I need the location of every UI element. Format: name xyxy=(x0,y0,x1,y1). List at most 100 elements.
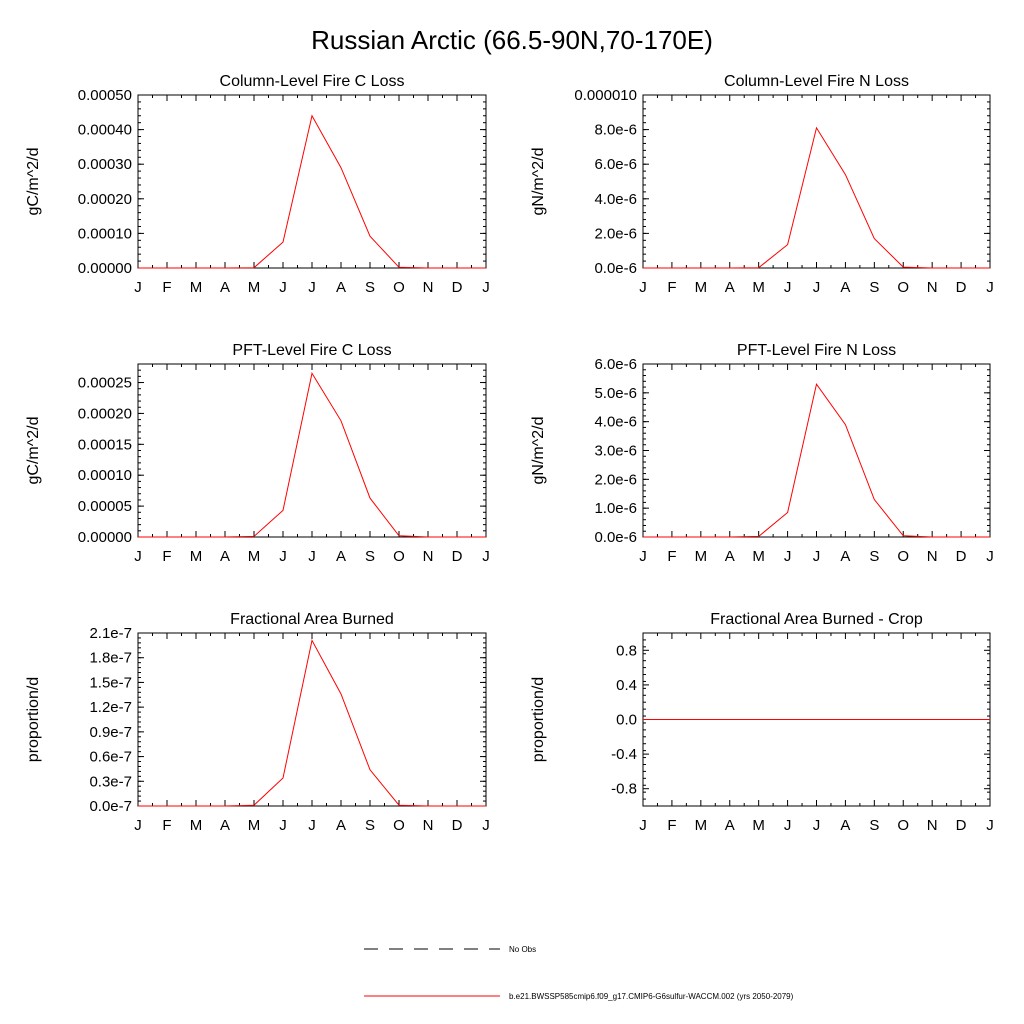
y-tick-label: 0.3e-7 xyxy=(89,773,132,790)
legend-label: b.e21.BWSSP585cmip6.f09_g17.CMIP6-G6sulf… xyxy=(509,992,794,1001)
x-tick-label: N xyxy=(423,279,434,296)
y-axis-label: proportion/d xyxy=(25,677,42,762)
x-tick-label: J xyxy=(639,548,647,565)
x-tick-label: J xyxy=(986,279,994,296)
x-tick-label: M xyxy=(752,548,765,565)
plot-frame xyxy=(137,94,487,269)
y-tick-label: 0.00010 xyxy=(78,225,132,242)
y-tick-label: 0.0 xyxy=(616,712,637,729)
x-tick-label: J xyxy=(813,279,821,296)
y-axis-label: gN/m^2/d xyxy=(530,148,547,216)
x-tick-label: O xyxy=(393,548,405,565)
y-axis-label: gN/m^2/d xyxy=(530,417,547,485)
x-tick-label: F xyxy=(667,817,676,834)
x-tick-label: A xyxy=(220,279,230,296)
x-tick-label: S xyxy=(869,548,879,565)
x-tick-label: M xyxy=(695,548,708,565)
x-tick-label: F xyxy=(162,817,171,834)
x-tick-label: F xyxy=(667,548,676,565)
y-tick-label: 1.0e-6 xyxy=(594,500,637,517)
x-tick-label: J xyxy=(279,817,287,834)
x-tick-label: M xyxy=(695,279,708,296)
x-tick-label: N xyxy=(423,548,434,565)
x-tick-label: D xyxy=(452,817,463,834)
x-tick-label: A xyxy=(336,279,346,296)
chart-panel: Fractional Area Burned - Crop proportion/… xyxy=(530,611,994,834)
x-tick-label: N xyxy=(927,548,938,565)
x-tick-label: J xyxy=(784,817,792,834)
x-tick-label: J xyxy=(134,548,142,565)
x-tick-label: A xyxy=(840,279,850,296)
y-tick-label: 0.00040 xyxy=(78,122,132,139)
x-tick-label: A xyxy=(840,817,850,834)
y-tick-label: 1.5e-7 xyxy=(89,674,132,691)
x-tick-label: S xyxy=(869,279,879,296)
x-tick-label: D xyxy=(956,548,967,565)
x-tick-label: S xyxy=(365,548,375,565)
panel-title: Fractional Area Burned xyxy=(230,611,394,628)
x-tick-label: J xyxy=(308,279,316,296)
x-tick-label: O xyxy=(897,817,909,834)
series-line xyxy=(643,383,990,538)
x-tick-label: J xyxy=(308,817,316,834)
x-tick-label: F xyxy=(162,279,171,296)
y-tick-label: 0.00025 xyxy=(78,375,132,392)
y-tick-label: 0.00000 xyxy=(78,260,132,277)
y-tick-label: -0.8 xyxy=(611,781,637,798)
y-tick-label: 2.0e-6 xyxy=(594,225,637,242)
plot-frame xyxy=(137,632,487,807)
x-tick-label: J xyxy=(482,817,490,834)
panel-title: Fractional Area Burned - Crop xyxy=(710,611,923,628)
x-tick-label: J xyxy=(784,548,792,565)
y-tick-label: 6.0e-6 xyxy=(594,356,637,373)
y-tick-label: 4.0e-6 xyxy=(594,414,637,431)
y-tick-label: 0.6e-7 xyxy=(89,749,132,766)
plot-frame xyxy=(642,94,991,269)
x-tick-label: S xyxy=(365,279,375,296)
y-tick-label: 0.0e-6 xyxy=(594,260,637,277)
x-tick-label: A xyxy=(840,548,850,565)
x-tick-label: M xyxy=(190,548,203,565)
x-tick-label: J xyxy=(279,279,287,296)
y-tick-label: 2.0e-6 xyxy=(594,471,637,488)
x-tick-label: O xyxy=(393,279,405,296)
x-tick-label: J xyxy=(482,279,490,296)
x-tick-label: A xyxy=(725,548,735,565)
x-tick-label: J xyxy=(784,279,792,296)
y-tick-label: 1.8e-7 xyxy=(89,650,132,667)
x-tick-label: A xyxy=(220,548,230,565)
y-tick-label: 8.0e-6 xyxy=(594,122,637,139)
y-tick-label: 0.000010 xyxy=(574,87,637,104)
x-tick-label: M xyxy=(248,817,261,834)
x-tick-label: J xyxy=(134,817,142,834)
plot-frame xyxy=(642,363,991,538)
x-tick-label: M xyxy=(248,279,261,296)
legend: No Obs b.e21.BWSSP585cmip6.f09_g17.CMIP6-… xyxy=(364,945,794,1001)
y-tick-label: 0.0e-7 xyxy=(89,798,132,815)
x-tick-label: M xyxy=(752,817,765,834)
y-tick-label: 0.00015 xyxy=(78,436,132,453)
x-tick-label: D xyxy=(956,817,967,834)
panel-title: Column-Level Fire N Loss xyxy=(724,73,909,90)
y-tick-label: -0.4 xyxy=(611,746,637,763)
x-tick-label: A xyxy=(336,548,346,565)
x-tick-label: S xyxy=(365,817,375,834)
x-tick-label: A xyxy=(336,817,346,834)
x-tick-label: J xyxy=(813,548,821,565)
x-tick-label: O xyxy=(897,548,909,565)
x-tick-label: M xyxy=(190,279,203,296)
x-tick-label: J xyxy=(639,279,647,296)
x-tick-label: J xyxy=(813,817,821,834)
x-tick-label: J xyxy=(482,548,490,565)
series-line xyxy=(138,638,486,807)
x-tick-label: A xyxy=(220,817,230,834)
x-tick-label: N xyxy=(927,817,938,834)
panel-title: PFT-Level Fire C Loss xyxy=(232,342,391,359)
x-tick-label: D xyxy=(452,548,463,565)
legend-label: No Obs xyxy=(509,945,536,954)
